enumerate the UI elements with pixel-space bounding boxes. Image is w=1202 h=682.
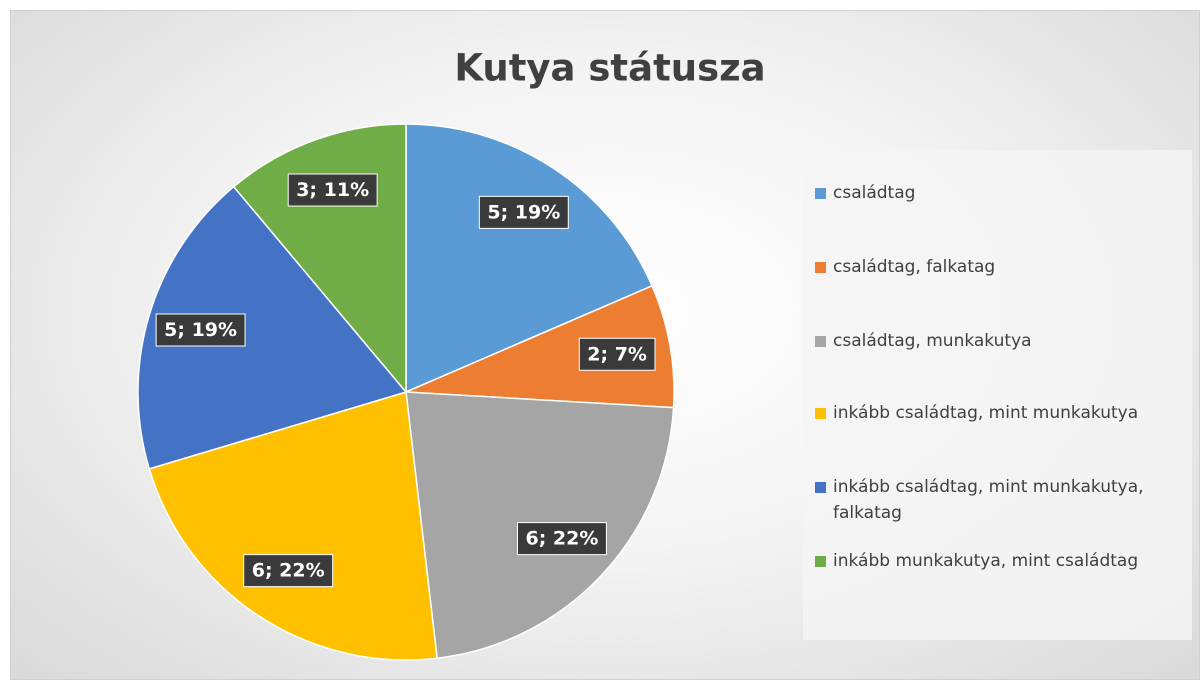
data-label: 6; 22% — [243, 554, 334, 588]
data-label: 5; 19% — [155, 313, 246, 347]
legend-label: inkább munkakutya, mint családtag — [833, 551, 1139, 571]
data-label-text: 3; 11% — [296, 179, 369, 201]
legend-label: inkább családtag, mint munkakutya, falka… — [833, 477, 1144, 523]
data-label-text: 2; 7% — [587, 343, 647, 365]
data-label-text: 6; 22% — [525, 528, 598, 550]
legend-item: családtag — [815, 180, 1193, 206]
legend-swatch — [815, 188, 826, 199]
legend-label: inkább családtag, mint munkakutya — [833, 403, 1139, 423]
data-label-text: 5; 19% — [487, 201, 560, 223]
legend: családtag családtag, falkatag családtag, m… — [803, 150, 1192, 640]
chart-title: Kutya státusza — [454, 47, 765, 90]
legend-item: inkább családtag, mint munkakutya, falka… — [815, 474, 1193, 526]
data-label-box — [155, 313, 246, 347]
legend-swatch — [815, 336, 826, 347]
data-label-box — [287, 173, 378, 207]
data-label-box — [243, 554, 334, 588]
legend-label: családtag — [833, 183, 916, 203]
data-label: 2; 7% — [578, 337, 656, 371]
legend-label: családtag, falkatag — [833, 257, 996, 277]
data-label-box — [478, 195, 569, 229]
data-label: 6; 22% — [516, 522, 607, 556]
legend-swatch — [815, 482, 826, 493]
pie-slice — [405, 284, 675, 409]
pie-slice — [148, 391, 438, 661]
data-label-box — [578, 337, 656, 371]
legend-swatch — [815, 556, 826, 567]
legend-swatch — [815, 262, 826, 273]
data-label-text: 5; 19% — [164, 319, 237, 341]
data-label: 3; 11% — [287, 173, 378, 207]
data-label: 5; 19% — [478, 195, 569, 229]
legend-label: családtag, munkakutya — [833, 331, 1032, 351]
pie-slice — [405, 123, 654, 394]
pie-slice — [137, 185, 408, 470]
data-label-text: 6; 22% — [252, 560, 325, 582]
data-label-box — [516, 522, 607, 556]
legend-item: inkább családtag, mint munkakutya — [815, 400, 1193, 426]
legend-swatch — [815, 408, 826, 419]
legend-item: családtag, munkakutya — [815, 328, 1193, 354]
legend-item: inkább munkakutya, mint családtag — [815, 548, 1193, 574]
legend-item: családtag, falkatag — [815, 254, 1193, 280]
